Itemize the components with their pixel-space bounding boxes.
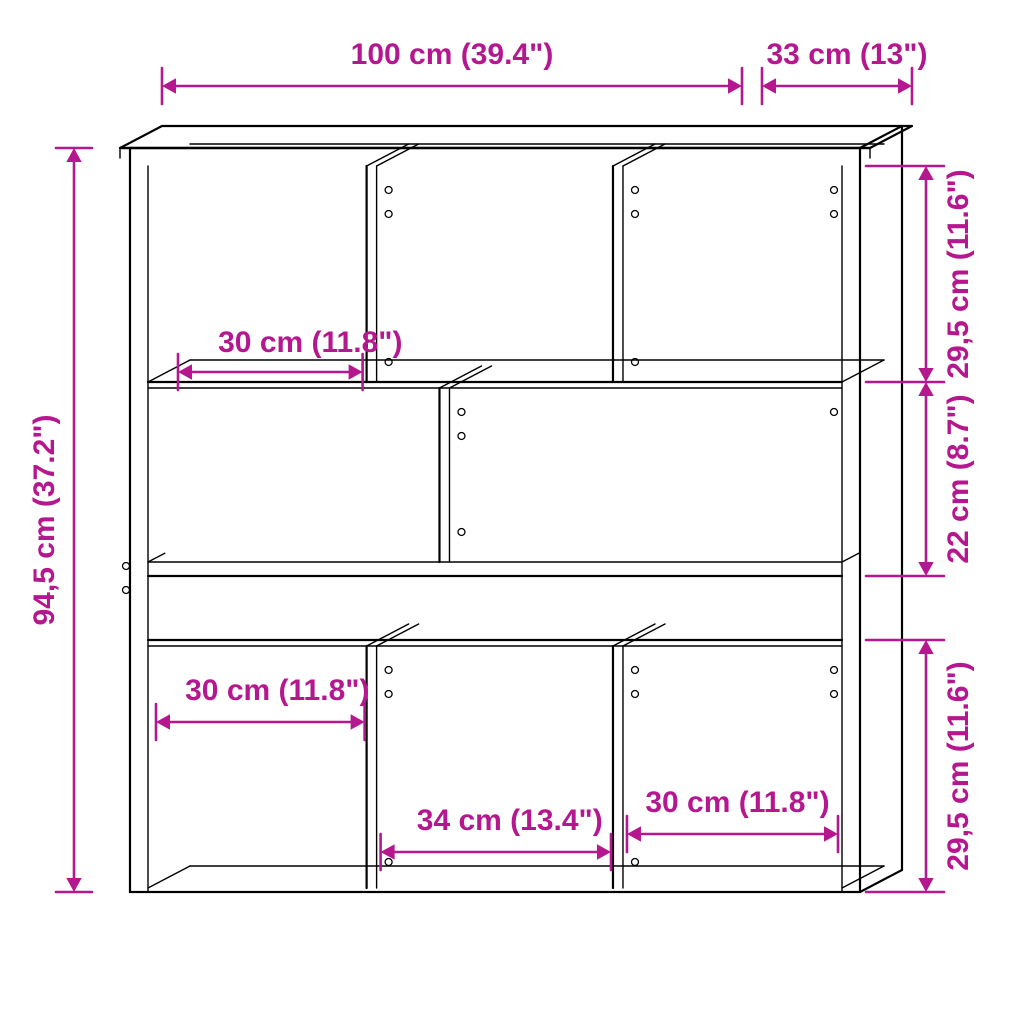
svg-text:100 cm (39.4"): 100 cm (39.4") — [351, 38, 554, 71]
svg-text:34 cm (13.4"): 34 cm (13.4") — [417, 804, 603, 837]
svg-text:30 cm (11.8"): 30 cm (11.8") — [218, 326, 402, 359]
svg-text:29,5 cm (11.6"): 29,5 cm (11.6") — [942, 169, 975, 378]
product-outline — [120, 126, 912, 892]
svg-text:33 cm (13"): 33 cm (13") — [767, 38, 928, 71]
svg-text:94,5 cm (37.2"): 94,5 cm (37.2") — [28, 414, 61, 625]
svg-text:22 cm (8.7"): 22 cm (8.7") — [942, 394, 975, 563]
svg-text:29,5 cm (11.6"): 29,5 cm (11.6") — [942, 661, 975, 870]
svg-text:30 cm (11.8"): 30 cm (11.8") — [645, 786, 829, 819]
dimensions: 100 cm (39.4") 33 cm (13") 94,5 cm (37.2")… — [28, 38, 975, 892]
svg-text:30 cm (11.8"): 30 cm (11.8") — [185, 674, 369, 707]
